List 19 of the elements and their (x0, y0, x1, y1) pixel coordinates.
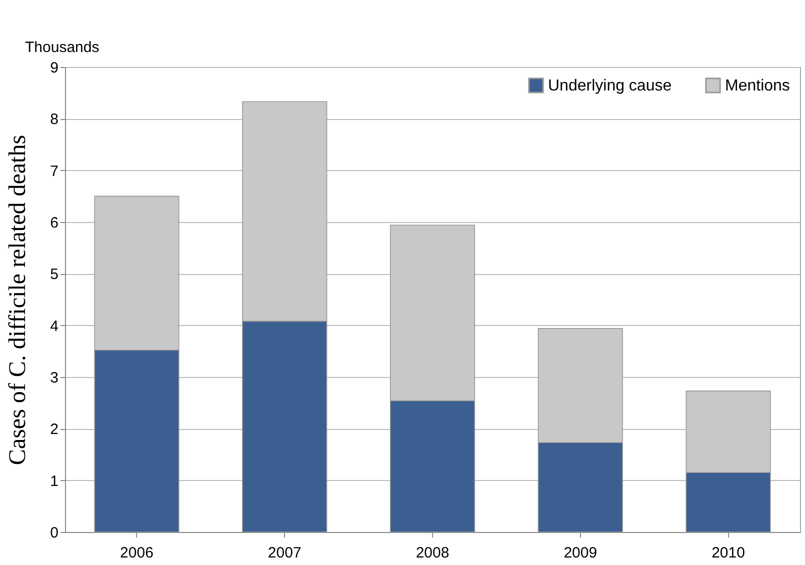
y-tick-label: 2 (50, 421, 58, 438)
y-tick-label: 9 (50, 60, 58, 76)
y-tick-label: 1 (50, 472, 58, 490)
x-tick-label: 2006 (120, 544, 154, 562)
y-axis-title: Cases of C. difficile related deaths (5, 134, 32, 466)
x-tick-label: 2008 (416, 544, 450, 562)
y-tick-label: 8 (50, 111, 58, 128)
y-tick-label: 6 (50, 214, 58, 232)
legend-label: Underlying cause (548, 77, 672, 94)
legend-label: Mentions (725, 77, 790, 94)
y-tick-label: 4 (50, 318, 58, 335)
y-tick-label: 7 (50, 162, 58, 180)
x-tick-label: 2010 (712, 544, 745, 562)
y-tick-label: 3 (50, 370, 58, 386)
y-tick-label: 5 (50, 266, 58, 284)
text: Thousands (25, 39, 100, 56)
x-tick-label: 2009 (564, 544, 598, 562)
y-tick-label: 0 (50, 524, 58, 542)
x-tick-label: 2007 (268, 544, 302, 562)
